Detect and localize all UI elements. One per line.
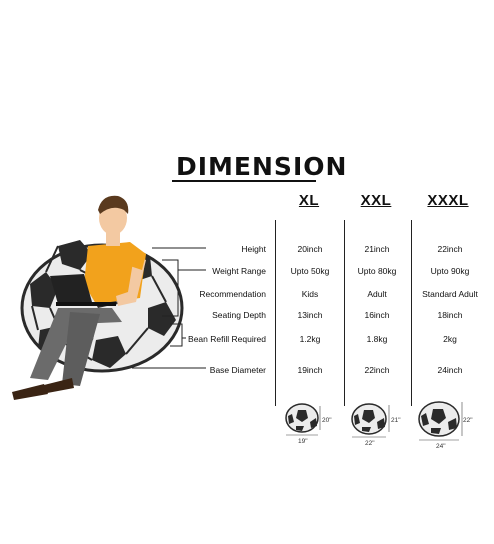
cell-xxxl-bean-refill: 2kg: [443, 334, 457, 344]
thumbnail-xl-height: 20": [322, 417, 332, 424]
size-thumbnail-xxl: 21" 22": [350, 400, 402, 453]
cell-xl-recommendation: Kids: [301, 289, 319, 299]
cell-xl-seating-depth: 13inch: [297, 310, 323, 320]
seated-person: [12, 195, 146, 400]
column-divider: [275, 220, 276, 406]
callout-lines: [132, 247, 206, 369]
column-header-xl: XL: [298, 192, 320, 209]
bean-bag-illustration: [12, 195, 206, 400]
size-thumbnail-xl: 20" 19": [284, 400, 332, 453]
row-label-height: Height: [241, 244, 266, 254]
column-header-xxl: XXL: [360, 192, 392, 209]
cell-xxxl-seating-depth: 18inch: [437, 310, 463, 320]
thumbnail-xxl-width: 22": [365, 440, 375, 447]
size-thumbnail-xxxl: 22" 24": [418, 398, 474, 455]
cell-xxl-seating-depth: 16inch: [364, 310, 390, 320]
thumbnail-xxl-height: 21": [391, 417, 401, 424]
column-divider: [344, 220, 345, 406]
column-divider: [411, 220, 412, 406]
cell-xl-height: 20inch: [297, 244, 323, 254]
thumbnail-xxxl-height: 22": [463, 417, 473, 424]
cell-xl-base-diameter: 19inch: [297, 365, 323, 375]
row-label-seating-depth: Seating Depth: [212, 310, 266, 320]
row-label-weight-range: Weight Range: [212, 266, 266, 276]
cell-xl-weight-range: Upto 50kg: [290, 266, 330, 276]
cell-xxl-weight-range: Upto 80kg: [357, 266, 397, 276]
cell-xxl-height: 21inch: [364, 244, 390, 254]
row-label-recommendation: Recommendation: [199, 289, 266, 299]
cell-xxxl-height: 22inch: [437, 244, 463, 254]
cell-xxl-bean-refill: 1.8kg: [366, 334, 388, 344]
cell-xxxl-base-diameter: 24inch: [437, 365, 463, 375]
page-title: DIMENSION: [176, 152, 348, 181]
thumbnail-xl-width: 19": [298, 438, 308, 445]
cell-xxl-recommendation: Adult: [367, 289, 387, 299]
thumbnail-xxxl-width: 24": [436, 443, 446, 450]
column-header-xxxl: XXXL: [427, 192, 469, 209]
row-label-bean-refill: Bean Refill Required: [188, 334, 266, 344]
cell-xxl-base-diameter: 22inch: [364, 365, 390, 375]
cell-xxxl-recommendation: Standard Adult: [422, 289, 478, 299]
title-underline: [172, 180, 316, 182]
cell-xl-bean-refill: 1.2kg: [299, 334, 321, 344]
cell-xxxl-weight-range: Upto 90kg: [430, 266, 470, 276]
row-label-base-diameter: Base Diameter: [209, 365, 266, 375]
